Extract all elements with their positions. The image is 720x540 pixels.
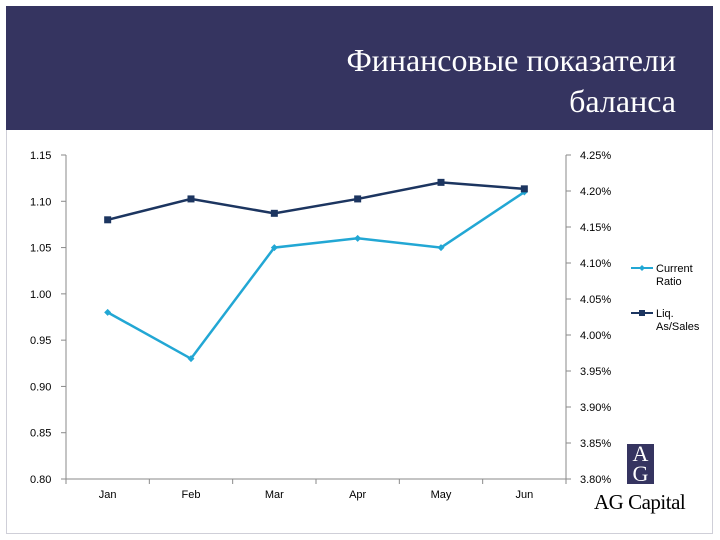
logo-text: AG Capital: [594, 490, 686, 514]
right-tick-label: 4.20%: [580, 186, 611, 198]
logo-mark-top: A: [632, 441, 649, 466]
right-tick-label: 3.95%: [580, 366, 611, 378]
chart-series: [104, 178, 528, 363]
x-axis-ticks: Jan Feb Mar Apr May Jun: [65, 479, 567, 501]
left-tick-label: 0.90: [30, 381, 51, 393]
legend-label-part: Current: [656, 263, 693, 275]
ag-capital-logo: A G AG Capital: [592, 440, 702, 520]
data-point: [270, 244, 278, 252]
right-tick-label: 4.00%: [580, 330, 611, 342]
data-point: [437, 244, 445, 252]
legend-swatch-marker: [639, 265, 645, 271]
data-point: [104, 308, 112, 316]
data-point: [354, 234, 362, 242]
x-tick-label: Jun: [515, 489, 533, 501]
right-tick-label: 4.10%: [580, 258, 611, 270]
left-axis-ticks: 1.15 1.10 1.05 1.00 0.95 0.90 0.85 0.80: [30, 150, 66, 486]
right-tick-label: 4.05%: [580, 294, 611, 306]
x-tick-label: Jan: [99, 489, 117, 501]
logo-mark: A G: [627, 441, 654, 486]
chart-axes: [65, 155, 567, 480]
left-tick-label: 1.10: [30, 196, 51, 208]
x-tick-label: Mar: [265, 489, 284, 501]
right-tick-label: 4.25%: [580, 150, 611, 162]
right-tick-label: 4.15%: [580, 222, 611, 234]
data-point: [437, 178, 445, 186]
left-tick-label: 0.85: [30, 428, 51, 440]
logo-mark-bottom: G: [632, 461, 649, 486]
left-tick-label: 1.05: [30, 243, 51, 255]
series-liq-as-sales: [104, 178, 528, 224]
slide-header: [6, 6, 713, 130]
legend-swatch-marker: [639, 310, 645, 316]
legend-label-part: Liq.: [656, 308, 674, 320]
slide-title-line-1: Финансовые показатели: [346, 42, 676, 78]
x-tick-label: May: [431, 489, 452, 501]
left-tick-label: 1.15: [30, 150, 51, 162]
legend-label: Liq. As/Sales: [656, 308, 700, 333]
legend-label-part: Ratio: [656, 276, 682, 288]
right-tick-label: 3.85%: [580, 438, 611, 450]
left-tick-label: 0.95: [30, 335, 51, 347]
slide-title-line-2: баланса: [569, 83, 676, 119]
right-axis-ticks: 4.25% 4.20% 4.15% 4.10% 4.05% 4.00% 3.95% 3.90%…: [566, 150, 611, 486]
series-line: [107, 181, 525, 222]
legend-item: Current Ratio: [631, 263, 693, 288]
legend-label-part: As/Sales: [656, 321, 700, 333]
x-tick-label: Apr: [349, 489, 366, 501]
series-line: [107, 190, 526, 361]
data-point: [187, 355, 195, 363]
data-point: [354, 195, 362, 203]
left-tick-label: 1.00: [30, 289, 51, 301]
data-point: [104, 216, 112, 224]
left-tick-label: 0.80: [30, 474, 51, 486]
right-tick-label: 3.90%: [580, 402, 611, 414]
legend-label: Current Ratio: [656, 263, 693, 288]
slide-title: Финансовые показатели баланса: [156, 40, 676, 122]
series-current-ratio: [104, 188, 528, 363]
data-point: [520, 185, 528, 193]
data-point: [187, 195, 195, 203]
x-tick-label: Feb: [182, 489, 201, 501]
data-point: [270, 209, 278, 217]
right-tick-label: 3.80%: [580, 474, 611, 486]
legend-item: Liq. As/Sales: [631, 308, 700, 333]
chart-legend: Current Ratio Liq. As/Sales: [631, 263, 700, 333]
